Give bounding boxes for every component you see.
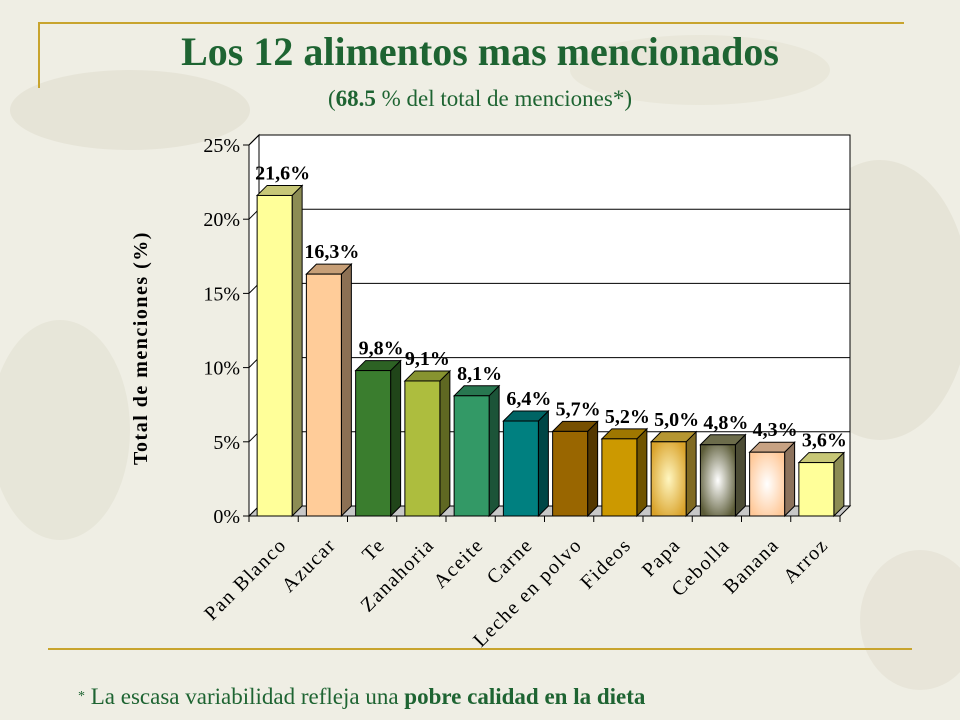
bar-carne bbox=[502, 420, 539, 517]
bar-te bbox=[355, 370, 392, 517]
y-axis-label: Total de menciones (%) bbox=[130, 231, 152, 465]
title-rule-top bbox=[38, 22, 904, 24]
x-tick-label: Azucar bbox=[278, 534, 341, 597]
title-rule-left bbox=[38, 22, 40, 88]
bar-leche-en-polvo bbox=[552, 430, 589, 517]
gridline-diagonal bbox=[248, 134, 260, 146]
x-tick-label: Te bbox=[358, 534, 390, 566]
bar-side bbox=[685, 430, 697, 518]
x-tick-label: Pan Blanco bbox=[200, 534, 291, 625]
bar-side bbox=[734, 433, 746, 518]
data-label: 9,8% bbox=[359, 338, 404, 360]
bar-side bbox=[340, 262, 352, 518]
bar-pan-blanco bbox=[256, 194, 293, 517]
y-tick-label: 10% bbox=[203, 358, 240, 380]
subtitle-open: ( bbox=[327, 86, 336, 111]
bar-cebolla bbox=[699, 444, 736, 517]
bar-banana bbox=[749, 451, 786, 517]
bar-side bbox=[833, 451, 845, 518]
data-label: 5,0% bbox=[654, 409, 699, 431]
x-tick-label: Arroz bbox=[779, 534, 833, 588]
subtitle-rest: % del total de menciones*) bbox=[375, 86, 633, 111]
x-tick-label: Aceite bbox=[429, 534, 488, 593]
bar-zanahoria bbox=[404, 380, 441, 517]
data-label: 4,3% bbox=[753, 419, 798, 441]
footnote-text: La escasa variabilidad refleja una bbox=[85, 684, 405, 709]
bar-side bbox=[784, 440, 796, 518]
y-tick-label: 25% bbox=[203, 135, 240, 157]
data-label: 5,2% bbox=[605, 406, 650, 428]
bar-side bbox=[636, 427, 648, 518]
bar-side bbox=[439, 369, 451, 518]
x-tick-label: Fideos bbox=[576, 534, 636, 594]
footnote: * La escasa variabilidad refleja una pob… bbox=[78, 684, 645, 710]
data-label: 4,8% bbox=[703, 412, 748, 434]
bar-side bbox=[488, 384, 500, 518]
x-tick-label: Banana bbox=[719, 534, 783, 598]
bar-fideos bbox=[601, 438, 638, 517]
bar-side bbox=[537, 409, 549, 518]
bar-side bbox=[390, 359, 402, 518]
subtitle-percent: 68.5 bbox=[335, 86, 376, 111]
bar-aceite bbox=[453, 395, 490, 517]
bar-side bbox=[587, 420, 599, 518]
data-label: 16,3% bbox=[304, 241, 359, 263]
y-tick-label: 15% bbox=[203, 283, 240, 305]
data-label: 3,6% bbox=[802, 430, 847, 452]
page-title: Los 12 alimentos mas mencionados bbox=[181, 29, 779, 74]
data-label: 6,4% bbox=[506, 388, 551, 410]
data-label: 21,6% bbox=[255, 162, 310, 184]
page-subtitle: (68.5 % del total de menciones*) bbox=[0, 86, 960, 112]
footnote-bold: pobre calidad en la dieta bbox=[404, 684, 646, 709]
y-tick-label: 20% bbox=[203, 209, 240, 231]
y-tick-label: 5% bbox=[213, 432, 240, 454]
footer-rule bbox=[48, 648, 912, 650]
bar-azucar bbox=[305, 273, 342, 517]
data-label: 5,7% bbox=[556, 398, 601, 420]
bar-papa bbox=[650, 441, 687, 517]
bar-side bbox=[291, 184, 303, 518]
data-label: 9,1% bbox=[405, 348, 450, 370]
y-tick-label: 0% bbox=[213, 506, 240, 528]
bar-arroz bbox=[798, 462, 835, 517]
data-label: 8,1% bbox=[457, 363, 502, 385]
footnote-star: * bbox=[78, 689, 85, 704]
